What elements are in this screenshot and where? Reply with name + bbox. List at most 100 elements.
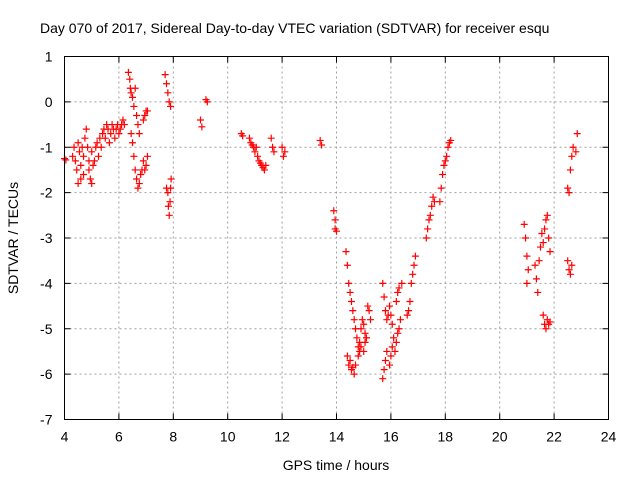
gridlines: [64, 56, 609, 420]
data-point: [428, 202, 436, 210]
data-point: [107, 130, 115, 138]
data-point: [111, 134, 119, 142]
data-point: [569, 143, 577, 151]
data-point: [270, 148, 278, 156]
data-point: [85, 166, 93, 174]
data-point: [86, 175, 94, 183]
data-point: [345, 361, 353, 369]
data-point: [251, 148, 259, 156]
data-point: [441, 157, 449, 165]
data-point: [532, 275, 540, 283]
x-tick-label: 10: [220, 429, 236, 445]
data-point: [394, 329, 402, 337]
data-point: [81, 134, 89, 142]
data-point: [443, 152, 451, 160]
data-point: [566, 166, 574, 174]
data-point: [350, 316, 358, 324]
data-point: [534, 288, 542, 296]
data-point: [520, 220, 528, 228]
y-tick-label: 1: [45, 49, 53, 65]
data-point: [198, 123, 206, 131]
data-point: [425, 216, 433, 224]
data-point: [523, 279, 531, 287]
data-point: [537, 243, 544, 251]
data-point: [133, 175, 141, 183]
data-point: [440, 161, 448, 169]
data-point: [539, 311, 547, 319]
data-point: [396, 316, 404, 324]
data-point: [115, 130, 123, 138]
data-point: [127, 89, 135, 97]
data-point: [101, 134, 109, 142]
x-tick-label: 4: [61, 429, 69, 445]
data-point: [252, 143, 260, 151]
data-point: [367, 316, 374, 324]
data-point: [134, 121, 142, 129]
data-point: [167, 184, 175, 192]
data-point: [135, 130, 143, 138]
x-tick-label: 12: [274, 429, 290, 445]
data-point: [80, 170, 88, 178]
x-tick-label: 16: [383, 429, 399, 445]
data-point: [437, 184, 445, 192]
data-point: [387, 352, 395, 360]
x-tick-labels: 4 6 8 10 12 14 16 18 20 22 24: [61, 429, 617, 445]
y-tick-label: -5: [40, 321, 53, 337]
data-point: [390, 334, 398, 342]
data-point: [444, 143, 452, 151]
data-point: [566, 270, 574, 278]
data-point: [426, 211, 434, 219]
data-point: [387, 311, 395, 319]
data-point: [80, 152, 88, 160]
data-point: [381, 307, 389, 315]
data-point: [131, 84, 139, 92]
data-point: [353, 334, 361, 342]
data-point: [395, 284, 403, 292]
data-point: [346, 357, 354, 365]
data-point: [424, 225, 432, 233]
data-point: [129, 139, 136, 147]
data-point: [403, 311, 411, 319]
data-point: [379, 279, 387, 287]
data-point: [565, 189, 573, 197]
data-point: [346, 288, 354, 296]
data-point: [383, 347, 391, 355]
data-point: [71, 157, 79, 165]
data-point: [131, 166, 139, 174]
y-tick-label: -4: [40, 275, 53, 291]
data-point: [143, 107, 151, 115]
data-point: [119, 116, 127, 124]
data-point: [350, 370, 358, 378]
data-point: [380, 293, 388, 301]
data-point: [137, 170, 145, 178]
data-point: [164, 202, 172, 210]
data-point: [392, 338, 400, 346]
data-point: [164, 89, 172, 97]
data-point: [239, 132, 247, 140]
data-point: [165, 98, 173, 106]
data-point: [262, 161, 270, 169]
data-point: [572, 148, 580, 156]
data-point: [77, 161, 85, 169]
data-point: [93, 139, 101, 147]
data-point: [379, 375, 387, 383]
data-point: [568, 152, 576, 160]
data-point: [409, 270, 417, 278]
x-axis-label: GPS time / hours: [283, 457, 390, 473]
data-point: [69, 152, 77, 160]
data-point: [97, 143, 105, 151]
data-point: [388, 343, 396, 351]
data-point: [383, 316, 391, 324]
data-point: [269, 143, 277, 151]
data-point: [361, 329, 369, 337]
data-point: [141, 111, 149, 119]
data-point: [343, 261, 351, 269]
data-point: [365, 307, 373, 315]
data-point: [135, 180, 143, 188]
data-point: [342, 248, 350, 256]
y-tick-label: -1: [40, 139, 53, 155]
data-point: [381, 357, 389, 365]
chart-title: Day 070 of 2017, Sidereal Day-to-day VTE…: [40, 20, 549, 36]
data-point: [88, 180, 96, 188]
